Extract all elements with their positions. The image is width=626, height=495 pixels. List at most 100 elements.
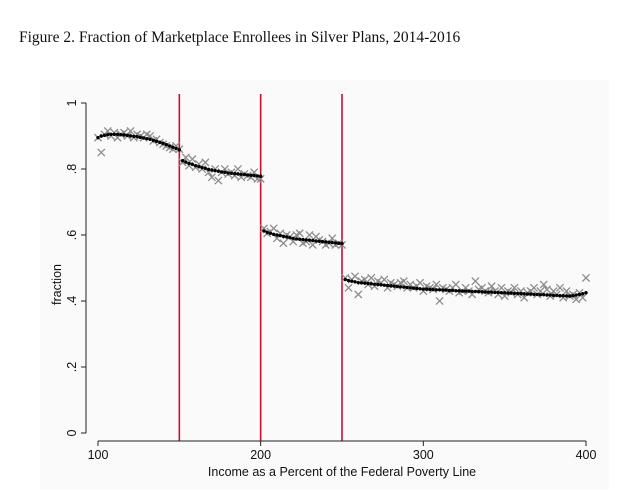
fit-point — [109, 132, 113, 137]
fit-point — [542, 293, 546, 297]
fit-point — [226, 171, 230, 175]
fit-point — [493, 290, 497, 295]
data-point — [562, 287, 571, 296]
fit-point — [327, 240, 331, 244]
fit-point — [232, 171, 237, 176]
fit-point — [151, 138, 156, 142]
x-tick-label: 400 — [576, 448, 597, 462]
fit-point — [470, 289, 474, 294]
fit-point — [112, 132, 116, 137]
fit-point — [145, 136, 149, 141]
fit-point — [350, 279, 354, 283]
fit-point — [408, 286, 413, 290]
fit-point — [379, 283, 383, 287]
data-point — [233, 164, 242, 174]
data-point — [399, 277, 408, 286]
fit-point — [431, 287, 435, 292]
fit-point — [200, 165, 204, 170]
fit-point — [346, 278, 351, 283]
data-point — [214, 176, 223, 185]
fit-point — [519, 292, 523, 296]
y-ticks: 0 .2 .4 .6 .8 1 — [65, 99, 86, 436]
fit-point — [258, 174, 263, 178]
data-point — [354, 290, 363, 299]
fit-point — [382, 283, 386, 287]
fit-point — [102, 133, 107, 138]
data-point — [207, 173, 216, 182]
data-point — [279, 239, 288, 248]
fit-point — [171, 145, 175, 149]
data-point — [555, 283, 565, 292]
data-point — [432, 280, 441, 289]
data-point — [380, 275, 389, 284]
fit-point — [249, 173, 253, 177]
fit-point — [132, 134, 136, 139]
fit-point — [275, 233, 279, 237]
fit-point — [330, 240, 334, 245]
fit-point — [502, 291, 507, 295]
y-tick-label: 1 — [65, 99, 79, 106]
fit-point — [180, 159, 185, 163]
fit-point — [343, 277, 347, 282]
fit-point — [457, 289, 461, 293]
fit-point — [356, 280, 360, 285]
fit-point — [213, 168, 217, 173]
fit-point — [298, 237, 302, 241]
fit-point — [532, 292, 536, 297]
fit-point — [177, 148, 182, 152]
fit-point — [372, 282, 377, 286]
scatter-markers — [93, 126, 591, 306]
fit-point — [216, 169, 221, 174]
data-point — [487, 282, 496, 291]
axes — [85, 103, 586, 442]
fit-point — [486, 290, 491, 294]
fit-point — [307, 238, 312, 242]
fit-point — [119, 132, 123, 137]
data-point — [350, 272, 360, 281]
fit-point — [164, 142, 169, 147]
fit-point — [304, 238, 308, 242]
data-point — [269, 224, 278, 233]
fit-point — [376, 282, 380, 287]
data-point — [328, 234, 337, 243]
fit-point — [125, 133, 129, 138]
fit-point — [320, 239, 325, 244]
fit-point — [581, 292, 585, 296]
fit-point — [460, 289, 465, 293]
x-tick-label: 300 — [413, 448, 434, 462]
figure-title: Figure 2. Fraction of Marketplace Enroll… — [19, 29, 461, 46]
fit-point — [203, 166, 208, 171]
data-point — [344, 283, 353, 292]
fit-point — [135, 134, 139, 139]
fit-point — [528, 292, 533, 296]
x-tick-label: 100 — [88, 448, 109, 462]
fit-point — [418, 287, 422, 291]
fit-point — [473, 289, 478, 294]
fit-point — [363, 281, 367, 285]
fit-point — [262, 229, 266, 233]
fit-point — [190, 162, 195, 167]
fit-point — [421, 287, 426, 291]
fit-point — [558, 294, 562, 298]
fit-point — [311, 238, 315, 243]
data-point — [542, 285, 552, 294]
fit-point — [284, 235, 289, 239]
fit-point — [268, 231, 273, 236]
fit-point — [574, 293, 578, 297]
fit-point — [454, 289, 458, 293]
data-point — [471, 277, 480, 286]
fit-point — [239, 172, 243, 176]
fit-point — [522, 292, 526, 296]
data-point — [201, 158, 210, 167]
fit-point — [271, 232, 276, 237]
fit-point — [106, 132, 110, 137]
fit-point — [385, 283, 390, 288]
fit-point — [281, 234, 286, 239]
fit-point — [548, 293, 552, 297]
fit-dots — [96, 132, 588, 298]
fit-point — [317, 239, 321, 243]
fit-point — [483, 290, 487, 294]
fit-point — [444, 288, 448, 292]
fit-point — [148, 137, 152, 141]
x-tick-label: 200 — [250, 448, 271, 462]
